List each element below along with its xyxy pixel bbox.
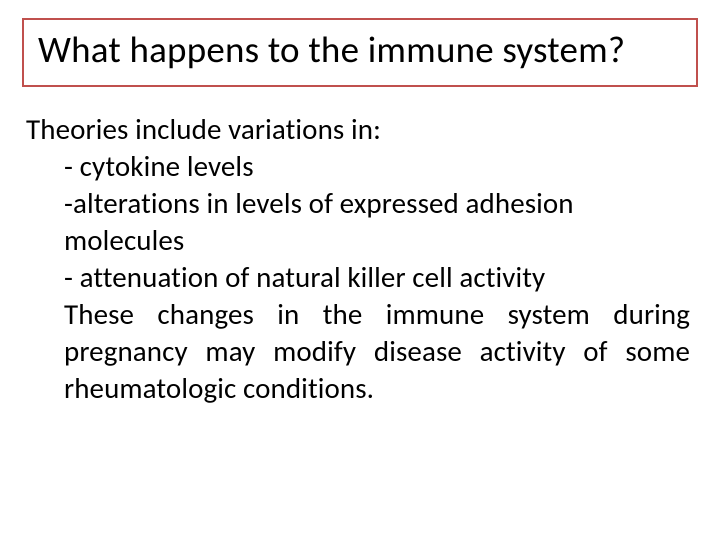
bullet-nk-cell: - attenuation of natural killer cell act… xyxy=(26,259,690,296)
slide-body: Theories include variations in: - cytoki… xyxy=(22,111,698,408)
title-box: What happens to the immune system? xyxy=(22,18,698,87)
closing-text: These changes in the immune system durin… xyxy=(26,296,690,407)
slide-title: What happens to the immune system? xyxy=(38,30,682,71)
intro-line: Theories include variations in: xyxy=(26,111,690,148)
bullet-adhesion: -alterations in levels of expressed adhe… xyxy=(26,185,690,259)
slide: What happens to the immune system? Theor… xyxy=(0,0,720,540)
bullet-cytokine: - cytokine levels xyxy=(26,148,690,185)
